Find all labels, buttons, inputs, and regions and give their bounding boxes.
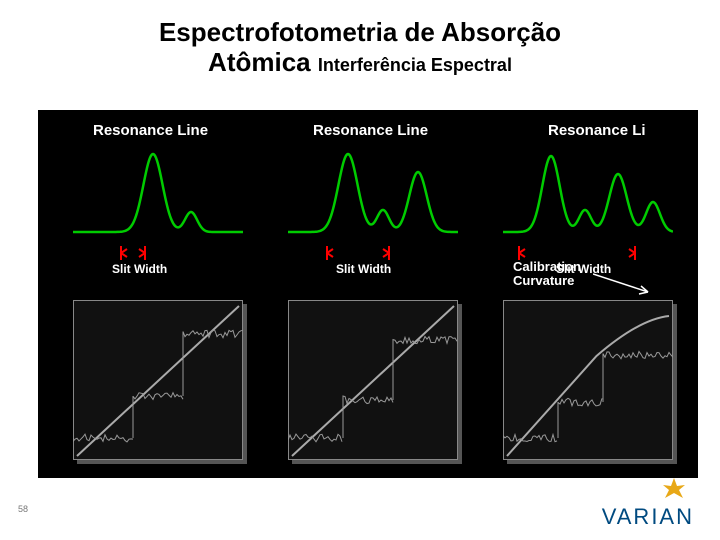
resonance-line-label: Resonance Line [313,122,428,139]
spectrum-plot [288,150,458,245]
varian-logo: VARIAN [602,476,694,530]
varian-star-icon [654,476,694,504]
slit-width-label: Slit Width [112,262,167,276]
title-line-1: Espectrofotometria de Absorção [0,18,720,48]
title-line-2-main: Atômica [208,47,311,77]
spectrum-plot [73,150,243,245]
calibration-curvature-label: CalibrationCurvature [513,260,581,287]
calibration-plot [73,300,243,460]
slit-width-label: Slit Width [336,262,391,276]
diagram-area: Resonance Line Slit Width Resonance Line Sl… [38,110,698,478]
title-line-2: Atômica Interferência Espectral [0,48,720,78]
slit-tick-icon [628,246,642,265]
calibration-plot [503,300,673,460]
resonance-line-label: Resonance Line [93,122,208,139]
varian-logo-text: VARIAN [602,504,694,530]
slide-title-block: Espectrofotometria de Absorção Atômica I… [0,0,720,78]
calibration-plot [288,300,458,460]
page-number: 58 [18,504,28,514]
title-line-2-sub: Interferência Espectral [318,55,512,75]
resonance-line-label: Resonance Li [548,122,646,139]
slit-tick-icon [320,246,334,265]
spectrum-plot [503,150,673,245]
